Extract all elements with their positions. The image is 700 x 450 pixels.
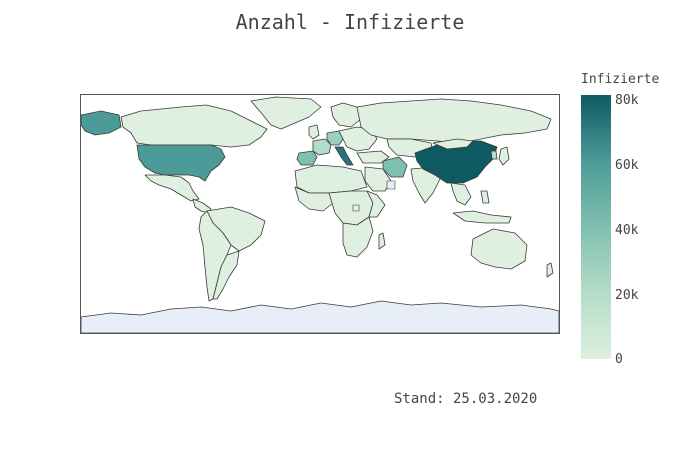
country-russia	[356, 98, 552, 144]
country-madagascar	[378, 232, 386, 250]
country-scandinavia	[330, 102, 362, 128]
colorbar-tick: 60k	[615, 158, 639, 173]
country-southeast-asia	[450, 182, 472, 206]
footnote-date: Stand: 25.03.2020	[394, 391, 538, 407]
country-southern-africa	[342, 216, 374, 258]
country-indonesia	[452, 210, 512, 224]
country-australia	[470, 228, 528, 270]
country-argentina	[212, 250, 240, 300]
colorbar-tick: 80k	[615, 93, 639, 108]
country-greenland	[250, 96, 322, 130]
country-alaska	[81, 110, 122, 136]
country-antarctica	[81, 300, 559, 333]
colorbar-tick: 0	[615, 352, 623, 367]
country-mongolia	[432, 138, 474, 150]
country-japan	[498, 146, 510, 166]
colorbar-tick: 20k	[615, 288, 639, 303]
country-mexico	[144, 174, 200, 202]
country-korea	[490, 150, 498, 160]
colorbar-title: Infizierte	[581, 72, 660, 87]
country-west-africa	[294, 186, 334, 212]
world-map-svg	[81, 96, 559, 333]
country-new-zealand	[546, 262, 554, 278]
country-philippines	[480, 190, 490, 204]
country-italy	[334, 146, 354, 166]
country-no-data-1	[386, 180, 396, 190]
colorbar-tick: 40k	[615, 223, 639, 238]
country-uk	[308, 124, 320, 140]
colorbar-gradient	[581, 95, 611, 359]
country-united-states	[136, 144, 226, 182]
country-france	[312, 138, 332, 156]
country-no-data-2	[352, 204, 360, 212]
country-spain	[296, 150, 318, 166]
country-east-africa	[366, 190, 386, 218]
country-canada	[120, 104, 268, 148]
country-north-africa	[294, 164, 368, 194]
country-turkey	[356, 150, 390, 164]
world-map[interactable]	[80, 94, 560, 334]
map-title: Anzahl - Infizierte	[235, 10, 465, 34]
